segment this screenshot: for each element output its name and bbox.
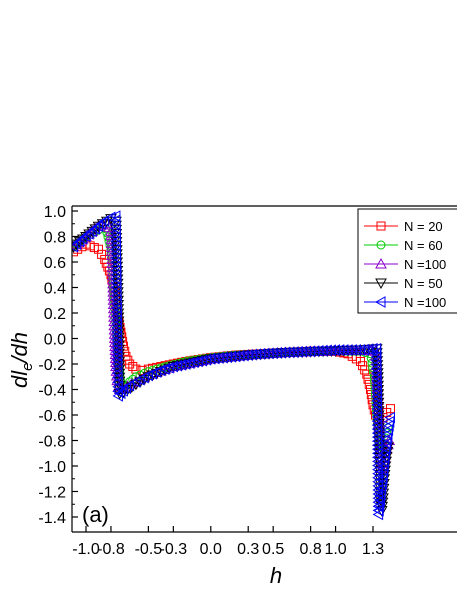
legend-label: N =100 [404, 257, 446, 272]
legend-label: N = 50 [404, 276, 443, 291]
panel-label: (a) [82, 502, 109, 527]
data-point [192, 355, 203, 368]
y-tick-label: 0.2 [44, 306, 66, 323]
data-point [73, 235, 85, 248]
y-axis-title-rest: /dh [7, 332, 32, 365]
y-tick-label: -1.0 [38, 459, 66, 476]
data-point [158, 363, 170, 375]
legend-marker [375, 257, 387, 269]
y-tick-label: 0.6 [44, 255, 66, 272]
data-point [86, 225, 97, 238]
legend-marker [375, 278, 387, 290]
data-point [97, 249, 107, 259]
data-point [89, 223, 100, 235]
data-point [93, 244, 103, 254]
x-axis: -1.0-0.8 -0.5-0.3 0.0 0.3 0.5 0.8 1.0 1.3 [72, 526, 384, 558]
data-point [366, 342, 378, 355]
data-point [384, 411, 395, 424]
data-point [200, 353, 212, 366]
data-point [375, 488, 386, 501]
data-point [117, 384, 128, 397]
y-tick-label: 1.0 [44, 204, 66, 221]
legend-label: N = 60 [404, 238, 443, 253]
y-tick-label: -0.8 [38, 434, 66, 451]
x-tick-label: -0.8 [97, 541, 125, 558]
y-tick-label: 0.8 [44, 230, 66, 247]
data-point [188, 356, 199, 369]
x-tick-label: 1.0 [324, 541, 346, 558]
y-tick-label: 0.0 [44, 332, 66, 349]
x-axis-title: h [270, 563, 282, 588]
data-point [196, 354, 207, 367]
data-point [95, 217, 107, 230]
data-point [98, 215, 110, 228]
data-point [72, 240, 79, 253]
data-point [372, 508, 384, 521]
x-tick-label: -1.0 [72, 541, 100, 558]
legend-marker [376, 240, 386, 250]
y-tick-label: -0.4 [38, 383, 66, 400]
data-point [123, 379, 135, 392]
y-axis: 1.0 0.8 0.6 0.4 0.2 0.0 -0.2 -0.4 -0.6 -0.8 -1.0 -1… [38, 204, 78, 527]
legend-marker [374, 296, 386, 308]
data-point [150, 366, 162, 378]
data-point [171, 359, 183, 372]
data-point [72, 238, 82, 250]
data-point [125, 359, 135, 369]
x-tick-label: 0.5 [262, 541, 284, 558]
data-point [79, 230, 91, 243]
y-tick-label: 0.4 [44, 281, 66, 298]
data-point [114, 387, 126, 400]
data-point [385, 404, 395, 414]
y-axis-title: dle/dh [7, 332, 36, 388]
x-tick-label: 0.0 [200, 541, 222, 558]
x-tick-label: -0.3 [160, 541, 188, 558]
data-point [146, 367, 158, 380]
y-axis-title-main: dl [7, 370, 32, 388]
series-5 [72, 210, 395, 521]
data-point [154, 364, 166, 377]
legend: N = 20 N = 60 N =100 N = 50 N =100 [357, 208, 457, 314]
data-point [374, 494, 385, 507]
data-point [76, 233, 88, 245]
x-tick-label: 0.8 [299, 541, 321, 558]
data-point [128, 362, 138, 372]
x-tick-label: -0.5 [135, 541, 163, 558]
y-tick-label: -1.2 [38, 485, 66, 502]
data-point [112, 390, 123, 402]
data-point [183, 357, 195, 369]
plot-area [72, 210, 396, 521]
data-point [92, 220, 103, 233]
y-axis-title-sub: e [19, 363, 36, 371]
data-point [125, 382, 138, 393]
y-tick-label: -0.6 [38, 408, 66, 425]
y-tick-label: -1.4 [38, 510, 66, 527]
data-point [120, 382, 132, 395]
data-point [179, 358, 191, 370]
x-tick-label: 1.3 [362, 541, 384, 558]
x-tick-label: 0.3 [237, 541, 259, 558]
legend-marker [376, 221, 386, 231]
data-point [104, 211, 116, 224]
data-point [175, 359, 187, 371]
y-tick-label: -0.2 [38, 357, 66, 374]
data-point [167, 360, 178, 373]
legend-label: N = 20 [404, 219, 443, 234]
legend-label: N =100 [404, 295, 446, 310]
data-point [163, 361, 174, 374]
data-point [137, 365, 147, 375]
data-point [363, 374, 373, 384]
data-point [83, 228, 94, 240]
data-point [142, 369, 153, 382]
